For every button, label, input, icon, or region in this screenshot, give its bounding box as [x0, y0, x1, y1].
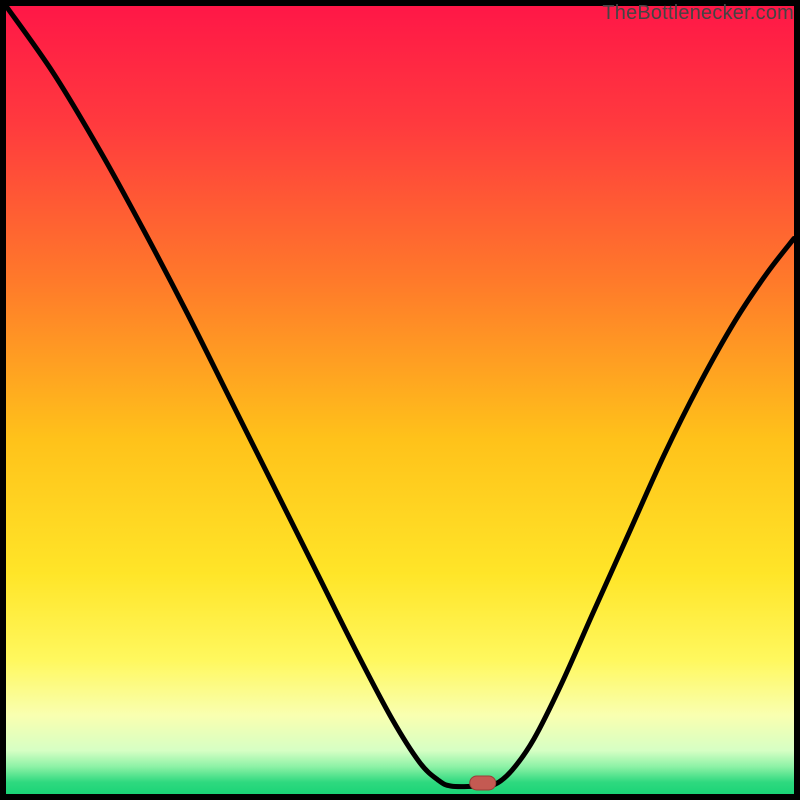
- gradient-background: [6, 6, 794, 794]
- attribution-label: TheBottlenecker.com: [602, 0, 800, 25]
- bottleneck-chart: [0, 0, 800, 800]
- optimal-marker: [470, 776, 496, 790]
